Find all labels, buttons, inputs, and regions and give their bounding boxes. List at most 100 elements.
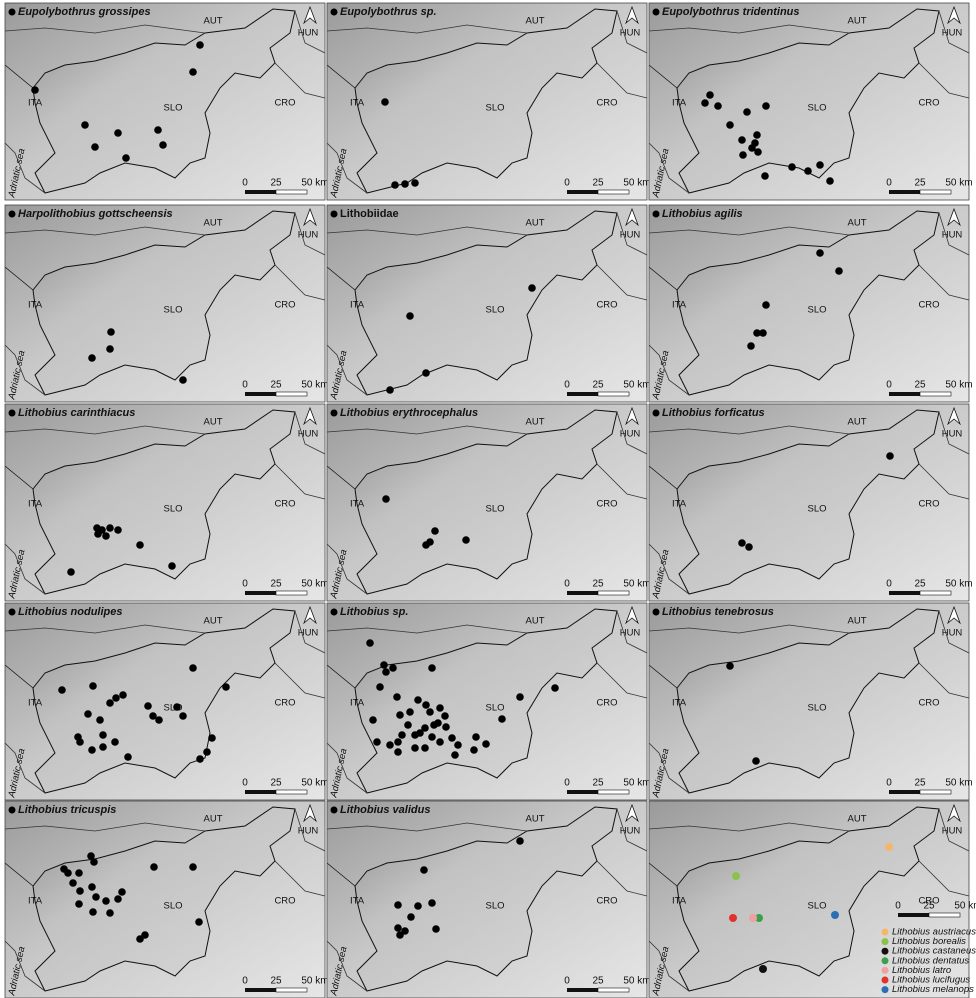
country-label: HUN (620, 826, 641, 837)
occurrence-point (396, 931, 404, 939)
occurrence-point (106, 909, 114, 917)
scale-label: 0 (886, 178, 892, 189)
country-label: ITA (672, 499, 687, 510)
occurrence-point (91, 143, 99, 151)
title-marker (653, 9, 660, 16)
title-marker (331, 9, 338, 16)
country-label: HUN (620, 230, 641, 241)
occurrence-point (516, 837, 524, 845)
country-label: HUN (942, 230, 963, 241)
country-label: CRO (918, 499, 939, 510)
country-label: ITA (350, 98, 365, 109)
country-label: SLO (485, 703, 504, 714)
scale-label: 50 km (945, 380, 972, 391)
scale-label: 25 (592, 976, 604, 987)
scale-bar (929, 913, 960, 917)
occurrence-point (831, 911, 839, 919)
scale-label: 25 (914, 778, 926, 789)
panel-title: Lithobius carinthiacus (18, 407, 135, 419)
occurrence-point (393, 693, 401, 701)
scale-label: 50 km (301, 778, 328, 789)
scale-bar (598, 988, 629, 992)
country-label: HUN (298, 628, 319, 639)
occurrence-point (380, 661, 388, 669)
occurrence-point (386, 741, 394, 749)
occurrence-point (885, 843, 893, 851)
country-label: AUT (204, 814, 223, 825)
country-label: SLO (163, 901, 182, 912)
occurrence-point (421, 744, 429, 752)
map-panel: AUTHUNITASLOCROAdriatic sea02550 kmLitho… (327, 801, 651, 998)
occurrence-point (203, 748, 211, 756)
occurrence-point (428, 899, 436, 907)
occurrence-point (391, 181, 399, 189)
occurrence-point (701, 99, 709, 107)
country-label: AUT (526, 616, 545, 627)
panel-title: Eupolybothrus grossipes (18, 6, 151, 18)
occurrence-point (196, 755, 204, 763)
country-label: ITA (28, 499, 43, 510)
occurrence-point (107, 328, 115, 336)
occurrence-point (470, 746, 478, 754)
map-panel: AUTHUNITASLOCROAdriatic sea02550 kmLitho… (327, 603, 651, 800)
occurrence-point (376, 683, 384, 691)
occurrence-point (436, 704, 444, 712)
occurrence-point (706, 91, 714, 99)
occurrence-point (208, 734, 216, 742)
scale-bar (245, 190, 276, 194)
panel-title: Lithobiidae (340, 208, 399, 220)
panel-title: Lithobius sp. (340, 606, 408, 618)
occurrence-point (195, 918, 203, 926)
scale-bar (245, 790, 276, 794)
occurrence-point (743, 108, 751, 116)
country-label: AUT (204, 616, 223, 627)
occurrence-point (189, 664, 197, 672)
map-panel: AUTHUNITASLOCROAdriatic sea02550 kmHarpo… (5, 205, 329, 402)
legend-swatch (882, 938, 889, 945)
country-label: CRO (274, 98, 295, 109)
scale-label: 0 (886, 579, 892, 590)
scale-bar (598, 190, 629, 194)
occurrence-point (114, 526, 122, 534)
occurrence-point (472, 733, 480, 741)
occurrence-point (155, 716, 163, 724)
legend-swatch (882, 948, 889, 955)
scale-label: 50 km (945, 778, 972, 789)
occurrence-point (498, 715, 506, 723)
scale-label: 0 (242, 778, 248, 789)
country-label: AUT (848, 417, 867, 428)
occurrence-point (394, 901, 402, 909)
occurrence-point (432, 925, 440, 933)
map-panel: AUTHUNITASLOCROAdriatic sea02550 kmLitho… (649, 801, 976, 998)
occurrence-point (441, 712, 449, 720)
occurrence-point (88, 883, 96, 891)
scale-label: 25 (270, 579, 282, 590)
occurrence-point (422, 701, 430, 709)
legend-swatch (882, 967, 889, 974)
occurrence-point (804, 167, 812, 175)
map-panel: AUTHUNITASLOCROAdriatic sea02550 kmLitho… (649, 404, 973, 601)
occurrence-point (448, 734, 456, 742)
scale-label: 0 (564, 778, 570, 789)
country-label: CRO (918, 698, 939, 709)
scale-label: 25 (592, 380, 604, 391)
panel-title: Lithobius forficatus (662, 407, 765, 419)
map-panel: AUTHUNITASLOCROAdriatic sea02550 kmLitho… (327, 404, 651, 601)
country-label: AUT (204, 417, 223, 428)
occurrence-point (150, 863, 158, 871)
country-label: SLO (807, 504, 826, 515)
scale-label: 0 (895, 901, 901, 912)
occurrence-point (81, 121, 89, 129)
title-marker (9, 410, 16, 417)
scale-bar (276, 591, 307, 595)
map-panel: AUTHUNITASLOCROAdriatic sea02550 kmEupol… (649, 3, 973, 200)
occurrence-point (76, 887, 84, 895)
title-marker (331, 807, 338, 814)
occurrence-point (394, 924, 402, 932)
occurrence-point (389, 664, 397, 672)
map-panel: AUTHUNITASLOCROAdriatic sea02550 kmEupol… (327, 3, 651, 200)
occurrence-point (430, 721, 438, 729)
occurrence-point (366, 639, 374, 647)
panel-title: Lithobius tenebrosus (662, 606, 774, 618)
country-label: HUN (620, 429, 641, 440)
